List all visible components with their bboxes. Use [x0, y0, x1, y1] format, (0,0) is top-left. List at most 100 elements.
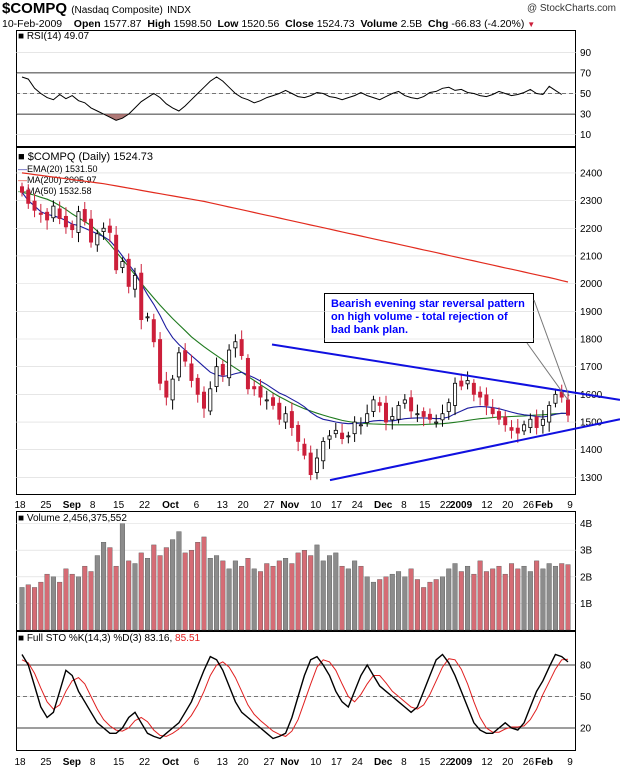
volume-bar	[477, 560, 483, 631]
candle-body	[201, 391, 206, 409]
sto-y-tick: 80	[580, 661, 592, 672]
price-x-tick: 8	[401, 500, 407, 511]
sto-x-tick: 25	[40, 757, 52, 768]
price-x-tick: Feb	[535, 500, 553, 511]
volume-bar	[201, 536, 207, 631]
price-x-tick: Oct	[162, 500, 179, 511]
volume-bar	[88, 571, 94, 631]
volume-y-tick: 4B	[580, 519, 593, 530]
price-x-tick: Sep	[63, 500, 81, 511]
volume-bar	[32, 587, 38, 631]
candle-body	[308, 452, 313, 476]
volume-bar	[207, 558, 213, 631]
price-y-tick: 2200	[580, 224, 603, 235]
candle-body	[264, 399, 269, 402]
price-y-tick: 2300	[580, 196, 603, 207]
volume-bar	[515, 568, 521, 631]
candle-body	[365, 413, 370, 423]
candle-body	[57, 208, 62, 219]
candle-body	[252, 386, 257, 390]
rsi-title-text: RSI(14) 49.07	[26, 31, 90, 42]
volume-title-text: Volume 2,456,375,552	[26, 513, 127, 524]
volume-bar	[257, 571, 263, 631]
candle-body	[446, 402, 451, 412]
volume-bar	[138, 552, 144, 631]
price-x-tick: 10	[310, 500, 322, 511]
candle-body	[358, 424, 363, 427]
candle-body	[383, 402, 388, 423]
legend-ma200-text: MA(200) 2005.97	[27, 175, 97, 185]
volume-bar	[289, 563, 295, 631]
price-x-tick: 26	[523, 500, 535, 511]
sto-x-tick: Feb	[535, 757, 553, 768]
candle-body	[566, 399, 571, 416]
candle-body	[484, 394, 489, 406]
volume-bar	[439, 576, 445, 631]
volume-bar	[471, 573, 477, 631]
volume-bar	[182, 552, 188, 631]
lower-trendline	[329, 418, 620, 482]
candle-body	[271, 397, 276, 406]
volume-title: ■ Volume 2,456,375,552	[18, 513, 127, 524]
candle-body	[509, 427, 514, 431]
open-value: 1577.87	[103, 18, 142, 30]
price-x-tick: 22	[139, 500, 151, 511]
ma200-legend-swatch: —	[18, 175, 27, 185]
volume-bar	[151, 544, 157, 631]
volume-y-tick: 2B	[580, 572, 593, 583]
candle-body	[63, 215, 68, 228]
volume-bar	[119, 523, 125, 631]
volume-bar	[245, 558, 251, 631]
volume-bar	[352, 560, 358, 631]
price-x-tick: 8	[90, 500, 96, 511]
candle-body	[515, 427, 520, 434]
sto-title-text: Full STO %K(14,3) %D(3) 83.16,	[26, 633, 173, 644]
sto-x-tick: Dec	[374, 757, 393, 768]
candle-body	[277, 402, 282, 420]
volume-bar	[552, 565, 558, 631]
candle-body	[289, 411, 294, 428]
volume-bar	[408, 568, 414, 631]
index-name: (Nasdaq Composite)	[71, 5, 163, 16]
price-x-tick: 27	[263, 500, 275, 511]
sto-x-tick: 8	[90, 757, 96, 768]
candle-body	[114, 234, 119, 271]
sto-x-tick: 15	[419, 757, 431, 768]
sto-d-value: 85.51	[175, 633, 201, 644]
ma50-line	[21, 191, 569, 426]
sto-x-tick: 24	[352, 757, 364, 768]
volume-bar	[44, 573, 50, 631]
candle-body	[346, 435, 351, 438]
volume-bar	[527, 571, 533, 631]
candle-body	[195, 377, 200, 395]
candle-body	[471, 382, 476, 395]
candle-body	[132, 274, 137, 290]
price-y-tick: 1700	[580, 362, 603, 373]
volume-bar	[465, 565, 471, 631]
candle-body	[151, 319, 156, 343]
volume-y-tick: 3B	[580, 546, 593, 557]
volume-bar	[251, 568, 257, 631]
volume-bar	[452, 563, 458, 631]
sto-icon: ■	[18, 633, 25, 644]
volume-bar	[308, 555, 314, 631]
volume-label: Volume	[360, 18, 398, 30]
candle-body	[45, 211, 50, 221]
open-label: Open	[73, 18, 101, 30]
candle-body	[51, 205, 56, 219]
chg-label: Chg	[428, 18, 449, 30]
sto-x-tick: 22	[139, 757, 151, 768]
down-arrow-icon: ▼	[527, 20, 536, 29]
candle-body	[227, 349, 232, 379]
candle-body	[340, 432, 345, 440]
price-title-text: $COMPQ (Daily) 1524.73	[27, 151, 154, 163]
legend-ma50-text: MA(50) 1532.58	[27, 186, 92, 196]
callout-pointer-line	[533, 299, 570, 397]
volume-bar	[534, 560, 540, 631]
volume-value: 2.5B	[400, 18, 423, 30]
volume-bar	[176, 531, 182, 631]
price-x-tick: 2009	[450, 500, 473, 511]
sto-x-tick: 6	[194, 757, 200, 768]
volume-bar	[301, 550, 307, 631]
candle-body	[95, 233, 100, 246]
